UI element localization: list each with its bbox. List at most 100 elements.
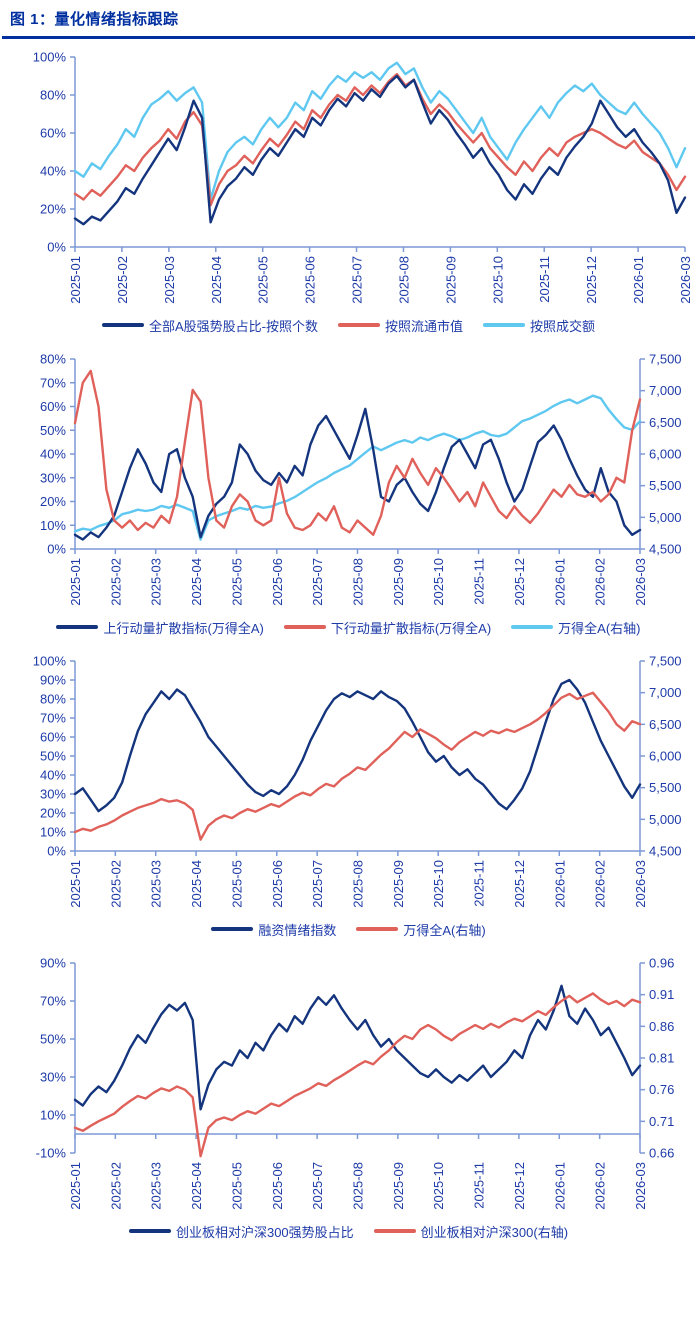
x-axis-tick-label: 2025-01 [68,256,83,304]
x-axis-tick-label: 2025-03 [149,558,164,606]
legend-swatch-navy [128,1229,171,1233]
series-line-2 [73,74,687,226]
x-axis-tick-label: 2025-12 [512,860,527,908]
x-axis-tick-label: 2026-01 [552,558,567,606]
chart-momentum-diffusion-legend: 上行动量扩散指标(万得全A) 下行动量扩散指标(万得全A) 万得全A(右轴) [0,615,697,639]
right-axis-tick-label: 4,500 [649,542,682,557]
line-chart-canvas: 0% 10% 20% 30% 40% 50% 60% 70% 80% 90% 100% 4,500 5,… [33,654,682,908]
left-axis-tick-label: 0% [47,844,66,859]
x-axis-tick-label: 2025-10 [431,860,446,908]
left-axis-tick-label: 100% [33,654,67,669]
legend-item: 融资情绪指数 [211,920,336,939]
x-axis-tick-label: 2025-06 [270,1162,285,1210]
x-axis-tick-label: 2025-03 [149,860,164,908]
left-axis-tick-label: 50% [40,1032,66,1047]
x-axis-tick-label: 2025-01 [68,1162,83,1210]
right-axis-tick-label: 7,500 [649,352,682,367]
x-axis-tick-label: 2025-06 [270,860,285,908]
legend-label: 上行动量扩散指标(万得全A) [103,620,264,636]
left-axis-tick-label: 80% [40,88,66,103]
series-line-0 [73,394,642,541]
series-line-1 [73,407,642,541]
series-line-1 [73,992,642,1158]
chart-section-chinext-vs-hs300: -10% 10% 30% 50% 70% 90% 0.66 0.71 0.76 0.81 0.86 0… [0,955,697,1243]
x-axis-tick-label: 2026-01 [552,1162,567,1210]
x-axis-tick-label: 2025-03 [162,256,177,304]
right-axis-tick-label: 5,000 [649,510,682,525]
x-axis-tick-label: 2025-05 [229,1162,244,1210]
x-axis-tick-label: 2026-03 [633,558,648,606]
legend-item: 上行动量扩散指标(万得全A) [56,618,264,637]
x-axis-tick-label: 2025-04 [189,558,204,606]
legend-swatch-navy [101,323,144,327]
left-axis-tick-label: 60% [40,730,66,745]
x-axis-tick-label: 2025-08 [351,860,366,908]
left-axis-tick-label: 40% [40,164,66,179]
x-axis-tick-label: 2025-08 [351,1162,366,1210]
left-axis-tick-label: 50% [40,749,66,764]
x-axis-tick-label: 2025-02 [108,558,123,606]
left-axis-tick-label: 90% [40,956,66,971]
right-axis-tick-label: 4,500 [649,844,682,859]
x-axis-tick-label: 2026-03 [678,256,693,304]
chart-strong-stock-ratio-plot: 0% 20% 40% 60% 80% 100% 2025-01 2025-02 2025-03 2… [0,49,697,311]
x-axis-tick-label: 2025-02 [108,1162,123,1210]
x-axis-tick-label: 2025-09 [391,860,406,908]
legend-label: 万得全A(右轴) [558,620,641,636]
x-axis-tick-label: 2025-07 [310,1162,325,1210]
right-axis-tick-label: 0.76 [649,1082,674,1097]
legend-item: 全部A股强势股占比-按照个数 [101,316,318,335]
right-axis-tick-label: 6,000 [649,749,682,764]
left-axis-tick-label: 70% [40,375,66,390]
legend-swatch-navy [56,625,99,629]
x-axis-tick-label: 2025-04 [209,256,224,304]
x-axis-tick-label: 2025-07 [350,256,365,304]
line-chart-canvas: -10% 10% 30% 50% 70% 90% 0.66 0.71 0.76 0.81 0.86 0… [36,956,675,1210]
legend-swatch-sky [483,323,525,327]
legend-item: 按照成交额 [483,316,595,335]
left-axis-tick-label: 50% [40,423,66,438]
x-axis-tick-label: 2025-02 [108,860,123,908]
series-line-0 [73,984,642,1111]
chart-chinext-vs-hs300-legend: 创业板相对沪深300强势股占比 创业板相对沪深300(右轴) [0,1219,697,1243]
x-axis-tick-label: 2025-12 [512,558,527,606]
chart-strong-stock-ratio-legend: 全部A股强势股占比-按照个数 按照流通市值 按照成交额 [0,313,697,337]
right-axis-tick-label: 5,500 [649,478,682,493]
legend-item: 万得全A(右轴) [511,618,641,637]
x-axis-tick-label: 2025-12 [512,1162,527,1210]
right-axis-tick-label: 5,500 [649,780,682,795]
x-axis-tick-label: 2026-02 [593,558,608,606]
series-line-1 [73,691,642,841]
x-axis-tick-label: 2025-12 [584,256,599,304]
x-axis-tick-label: 2025-04 [189,1162,204,1210]
chart-section-financing-sentiment: 0% 10% 20% 30% 40% 50% 60% 70% 80% 90% 100% 4,500 5,… [0,653,697,941]
chart-momentum-diffusion-plot: 0% 10% 20% 30% 40% 50% 60% 70% 80% 4,500 5,000 5,50… [0,351,697,613]
x-axis-tick-label: 2025-07 [310,860,325,908]
right-axis-tick-label: 6,000 [649,447,682,462]
x-axis-tick-label: 2025-09 [391,1162,406,1210]
x-axis-tick-label: 2026-03 [633,1162,648,1210]
legend-item: 万得全A(右轴) [356,920,486,939]
series-line-0 [73,61,687,201]
left-axis-tick-label: 20% [40,494,66,509]
x-axis-tick-label: 2025-11 [472,1162,487,1209]
left-axis-tick-label: 40% [40,768,66,783]
x-axis-tick-label: 2025-03 [149,1162,164,1210]
chart-financing-sentiment-legend: 融资情绪指数 万得全A(右轴) [0,917,697,941]
line-chart-canvas: 0% 20% 40% 60% 80% 100% 2025-01 2025-02 2025-03 2… [33,50,693,304]
x-axis-tick-label: 2025-01 [68,860,83,908]
right-axis-tick-label: 0.71 [649,1114,674,1129]
x-axis-tick-label: 2025-11 [472,860,487,907]
left-axis-tick-label: 10% [40,1108,66,1123]
right-axis-tick-label: 6,500 [649,717,682,732]
x-axis-tick-label: 2025-05 [229,860,244,908]
x-axis-tick-label: 2025-04 [189,860,204,908]
left-axis-tick-label: 80% [40,692,66,707]
x-axis-tick-label: 2025-09 [443,256,458,304]
left-axis-tick-label: 80% [40,352,66,367]
line-chart-canvas: 0% 10% 20% 30% 40% 50% 60% 70% 80% 4,500 5,000 5,50… [40,352,682,606]
legend-swatch-sky [511,625,554,629]
x-axis-tick-label: 2026-03 [633,860,648,908]
legend-swatch-red [356,927,399,931]
right-axis-tick-label: 0.86 [649,1019,674,1034]
